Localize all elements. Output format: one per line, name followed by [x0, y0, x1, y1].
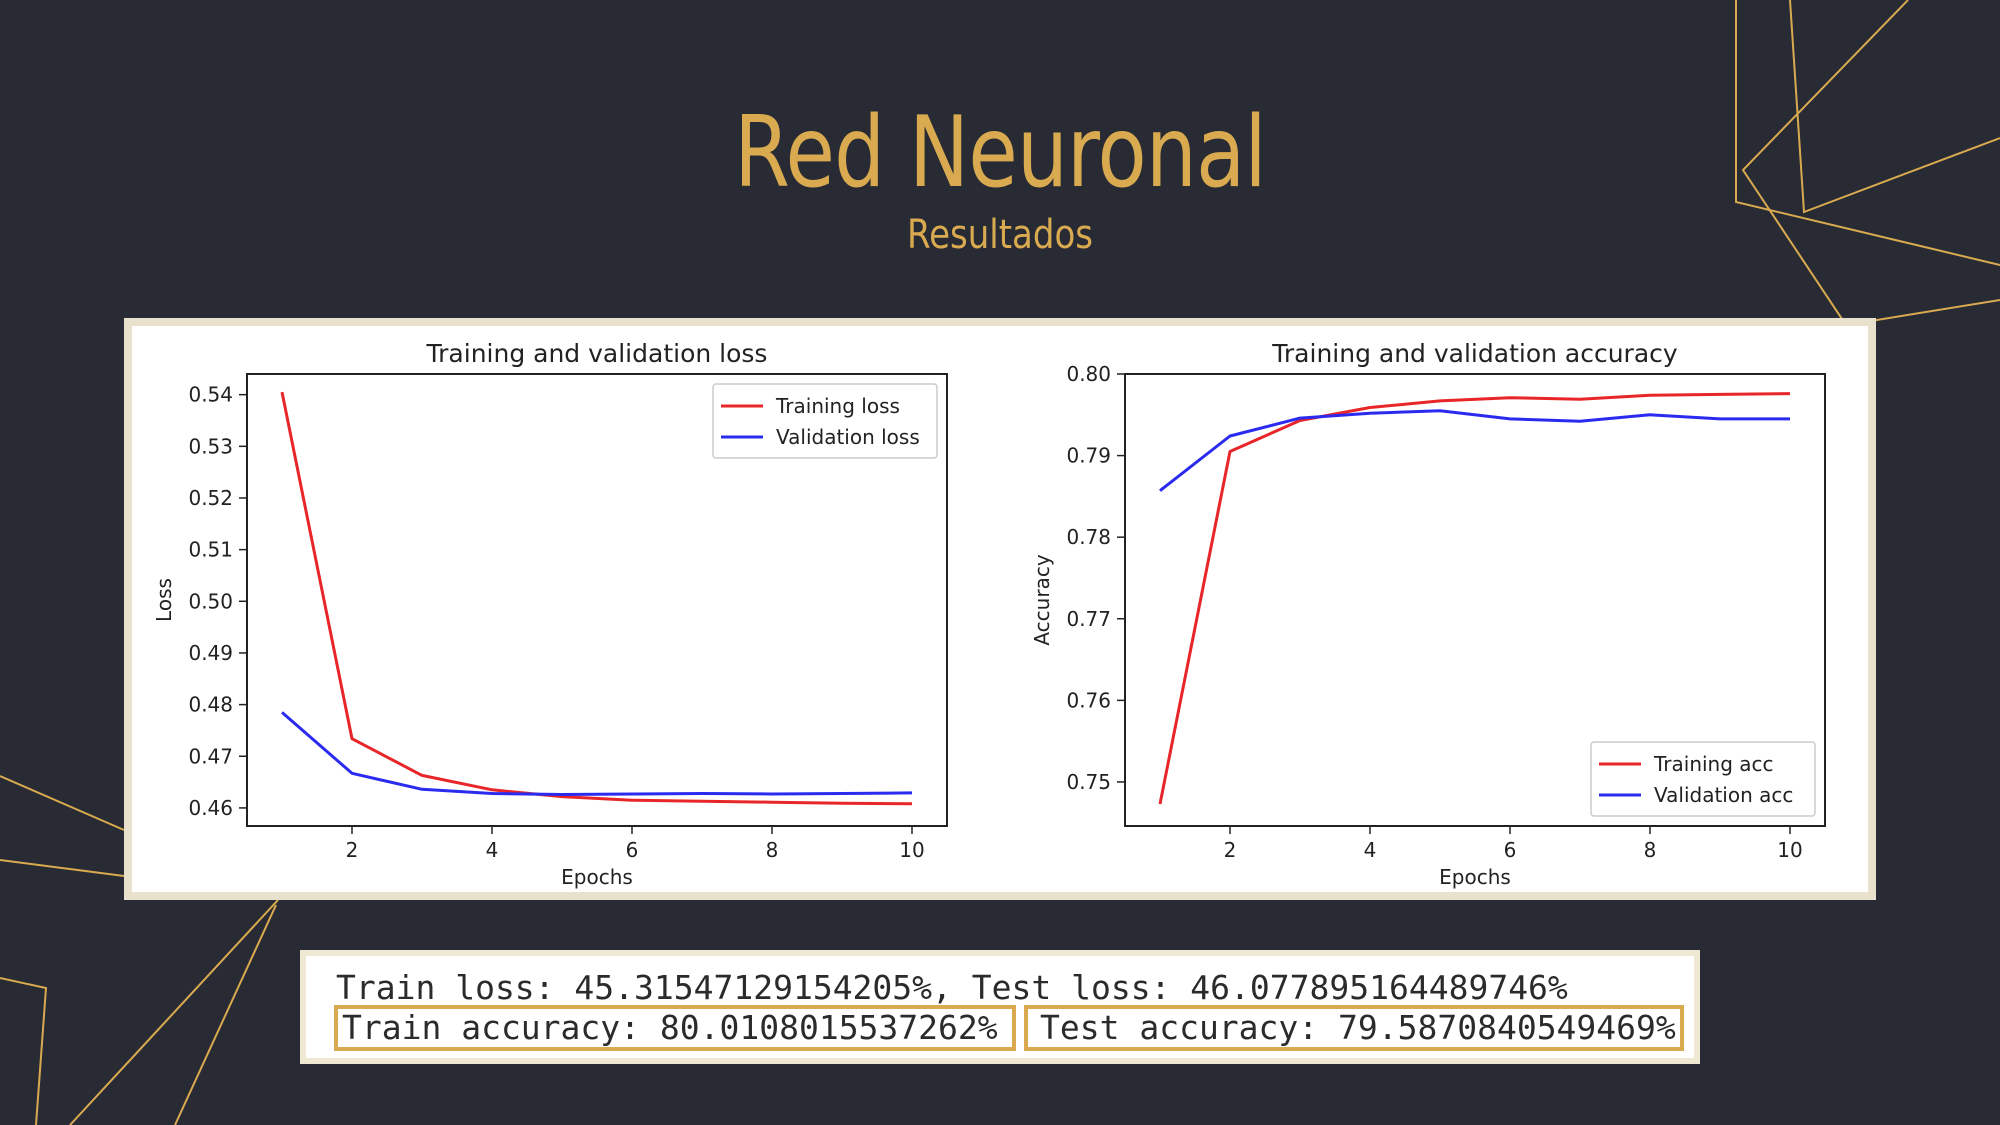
chart1-y-axis-label: Loss	[152, 578, 176, 622]
slide-title: Red Neuronal	[734, 96, 1267, 210]
chart1-series-training-loss-line	[280, 391, 913, 806]
test-accuracy-box: Test accuracy: 79.5870840549469%	[1024, 1005, 1684, 1051]
chart2-legend-label: Training acc	[1653, 752, 1774, 776]
chart1-plot-frame	[246, 373, 948, 827]
chart2-y-tick-label: 0.75	[1066, 770, 1111, 794]
chart2-y-tick-label: 0.77	[1066, 607, 1111, 631]
chart1-y-tick-label: 0.46	[188, 796, 233, 820]
chart1-x-tick-label: 6	[626, 838, 639, 862]
charts-svg: Training and validation loss 2 4 6 8 10 0.46 0.…	[152, 339, 1826, 889]
charts-panel: Training and validation loss 2 4 6 8 10 0.46 0.…	[124, 318, 1876, 900]
chart2-x-tick-label: 4	[1364, 838, 1377, 862]
train-accuracy-box: Train accuracy: 80.0108015537262%	[334, 1005, 1016, 1051]
chart2-y-tick-label: 0.78	[1066, 525, 1111, 549]
slide-subtitle: Resultados	[907, 212, 1093, 258]
chart1-y-tick-label: 0.50	[188, 589, 233, 613]
chart2-x-tick-label: 10	[1777, 838, 1802, 862]
chart2-x-axis-label: Epochs	[1439, 865, 1511, 889]
chart2-y-tick-label: 0.76	[1066, 688, 1111, 712]
chart1-y-tick-label: 0.53	[188, 434, 233, 458]
chart2-legend	[1590, 741, 1816, 817]
chart1-y-tick-label: 0.47	[188, 744, 233, 768]
chart2-plot-frame	[1124, 373, 1826, 827]
chart1-series-validation-loss-line	[281, 711, 913, 796]
chart1-x-tick-label: 10	[899, 838, 924, 862]
chart2-x-tick-label: 8	[1644, 838, 1657, 862]
chart1-y-tick-label: 0.49	[188, 641, 233, 665]
chart2-legend-label: Validation acc	[1654, 783, 1793, 807]
chart1-legend-label: Training loss	[775, 394, 900, 418]
chart2-y-axis-label: Accuracy	[1030, 554, 1054, 645]
loss-metrics-text: Train loss: 45.31547129154205%, Test los…	[336, 968, 1568, 1007]
chart1-x-axis-label: Epochs	[561, 865, 633, 889]
metrics-panel: Train loss: 45.31547129154205%, Test los…	[300, 950, 1700, 1064]
chart1-y-tick-label: 0.54	[188, 383, 233, 407]
chart1-y-tick-label: 0.52	[188, 486, 233, 510]
chart1-x-tick-label: 8	[766, 838, 779, 862]
chart2-x-tick-label: 6	[1504, 838, 1517, 862]
chart2-x-tick-label: 2	[1224, 838, 1237, 862]
chart1-x-tick-label: 2	[346, 838, 359, 862]
chart1-y-tick-label: 0.48	[188, 693, 233, 717]
chart2-title: Training and validation accuracy	[1271, 339, 1678, 368]
chart2-series-training-acc-line	[1158, 392, 1791, 805]
chart2-y-tick-label: 0.80	[1066, 362, 1111, 386]
chart1-x-tick-label: 4	[486, 838, 499, 862]
chart1-legend-label: Validation loss	[776, 425, 920, 449]
chart1-y-tick-label: 0.51	[188, 538, 233, 562]
chart2-series-validation-acc-line	[1159, 409, 1790, 492]
chart2-y-tick-label: 0.79	[1066, 444, 1111, 468]
chart1-legend	[712, 383, 938, 459]
chart1-title: Training and validation loss	[426, 339, 768, 368]
